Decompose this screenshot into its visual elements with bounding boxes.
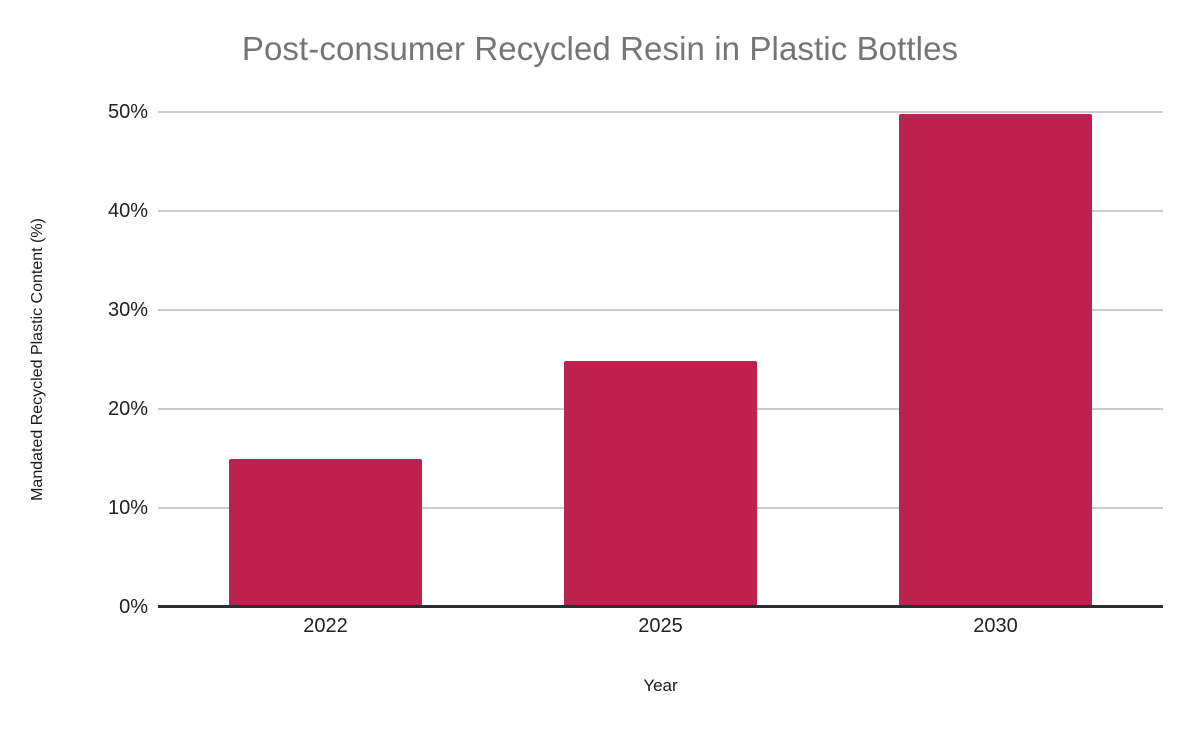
- gridline: [158, 111, 1163, 113]
- x-axis-title: Year: [643, 676, 678, 695]
- x-axis-line: [158, 605, 1163, 608]
- y-axis-title: Mandated Recycled Plastic Content (%): [29, 218, 46, 501]
- chart-title: Post-consumer Recycled Resin in Plastic …: [241, 30, 959, 67]
- y-axis-tick-label: 20%: [107, 398, 148, 420]
- y-axis-tick-label: 30%: [107, 299, 148, 321]
- gridline: [158, 309, 1163, 311]
- bar-2025[interactable]: [564, 361, 757, 607]
- x-axis-tick-label: 2030: [973, 615, 1018, 637]
- y-axis-tick-label: 40%: [107, 200, 148, 222]
- x-axis-tick-label: 2025: [638, 615, 683, 637]
- gridline: [158, 210, 1163, 212]
- y-axis-tick-label: 10%: [107, 497, 148, 519]
- plot-area: [158, 111, 1163, 607]
- bar-2030[interactable]: [899, 113, 1092, 607]
- y-axis-tick-label: 0%: [119, 596, 148, 618]
- bar-2022[interactable]: [229, 458, 422, 607]
- y-axis-tick-label: 50%: [107, 101, 148, 123]
- x-axis-tick-label: 2022: [303, 615, 348, 637]
